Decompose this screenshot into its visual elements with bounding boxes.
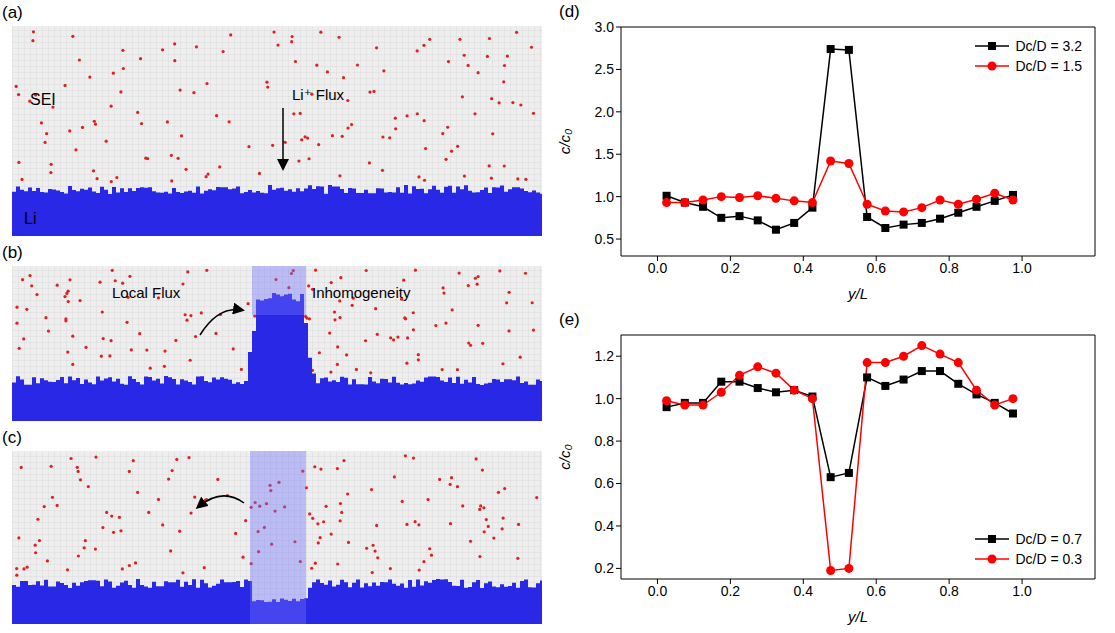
svg-text:1.0: 1.0 bbox=[1012, 260, 1032, 276]
svg-text:0.2: 0.2 bbox=[721, 583, 741, 599]
svg-text:Li: Li bbox=[24, 210, 36, 227]
svg-text:0.0: 0.0 bbox=[648, 583, 668, 599]
svg-text:1.0: 1.0 bbox=[1012, 583, 1032, 599]
html-text:Dc/D = 0.3: Dc/D = 0.3 bbox=[1015, 551, 1082, 567]
svg-text:0.2: 0.2 bbox=[721, 260, 741, 276]
svg-text:Inhomogeneity: Inhomogeneity bbox=[312, 284, 411, 301]
svg-text:0.0: 0.0 bbox=[648, 260, 668, 276]
svg-text:1.2: 1.2 bbox=[595, 348, 615, 364]
svg-text:(a): (a) bbox=[2, 3, 23, 22]
svg-text:0.2: 0.2 bbox=[595, 560, 615, 576]
html-text:(d): (d) bbox=[559, 2, 580, 21]
svg-text:2.0: 2.0 bbox=[595, 104, 615, 120]
svg-text:Local Flux: Local Flux bbox=[112, 284, 181, 301]
svg-text:0.8: 0.8 bbox=[939, 583, 959, 599]
svg-text:SEI: SEI bbox=[30, 91, 56, 108]
svg-text:2.5: 2.5 bbox=[595, 61, 615, 77]
svg-text:0.4: 0.4 bbox=[595, 518, 615, 534]
svg-text:1.5: 1.5 bbox=[595, 146, 615, 162]
svg-text:0.4: 0.4 bbox=[794, 260, 814, 276]
svg-text:0.6: 0.6 bbox=[595, 475, 615, 491]
svg-text:Li⁺ Flux: Li⁺ Flux bbox=[292, 86, 345, 103]
svg-text:0.5: 0.5 bbox=[595, 231, 615, 247]
svg-text:c/c₀: c/c₀ bbox=[556, 444, 573, 470]
html-text:Dc/D = 3.2: Dc/D = 3.2 bbox=[1015, 38, 1082, 54]
svg-text:0.8: 0.8 bbox=[939, 260, 959, 276]
svg-text:0.6: 0.6 bbox=[866, 583, 886, 599]
svg-text:0.6: 0.6 bbox=[866, 260, 886, 276]
svg-text:0.4: 0.4 bbox=[794, 583, 814, 599]
svg-text:1.0: 1.0 bbox=[595, 391, 615, 407]
svg-text:y/L: y/L bbox=[847, 608, 868, 625]
html-text:Dc/D = 1.5: Dc/D = 1.5 bbox=[1015, 58, 1082, 74]
svg-text:y/L: y/L bbox=[847, 285, 868, 302]
svg-text:c/c₀: c/c₀ bbox=[556, 129, 573, 155]
html-text:Dc/D = 0.7: Dc/D = 0.7 bbox=[1015, 531, 1082, 547]
svg-text:3.0: 3.0 bbox=[595, 19, 615, 35]
svg-text:0.8: 0.8 bbox=[595, 433, 615, 449]
svg-text:1.0: 1.0 bbox=[595, 189, 615, 205]
html-text:(e): (e) bbox=[559, 310, 580, 329]
svg-text:(b): (b) bbox=[2, 243, 23, 262]
svg-text:(c): (c) bbox=[2, 428, 22, 447]
